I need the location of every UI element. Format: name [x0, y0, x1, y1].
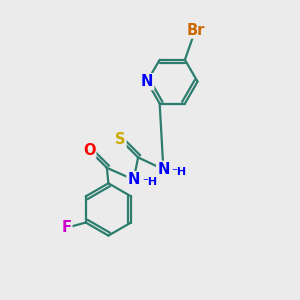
Text: F: F	[61, 220, 71, 236]
Text: N: N	[128, 172, 140, 187]
Text: Br: Br	[186, 22, 205, 38]
Text: O: O	[83, 142, 95, 158]
Text: N: N	[141, 74, 153, 89]
Text: S: S	[115, 132, 125, 147]
Text: N: N	[157, 162, 170, 177]
Text: ⁻H: ⁻H	[172, 167, 187, 177]
Text: ⁻H: ⁻H	[142, 177, 157, 187]
